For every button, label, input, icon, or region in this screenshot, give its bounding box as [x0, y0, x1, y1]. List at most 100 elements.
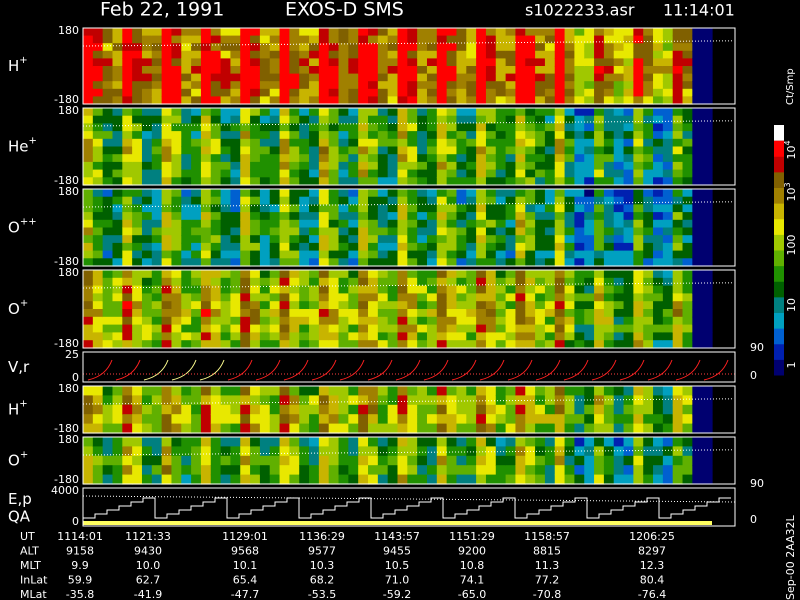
- spectrogram-cell: [515, 395, 526, 406]
- spectrogram-cell: [220, 88, 232, 97]
- spectrogram-cell: [279, 66, 290, 75]
- spectrogram-cell: [240, 270, 251, 279]
- spectrogram-cell: [476, 465, 487, 476]
- spectrogram-cell: [318, 474, 330, 485]
- spectrogram-cell: [456, 131, 467, 140]
- sawtooth: [535, 359, 561, 381]
- spectrogram-cell: [594, 115, 605, 124]
- spectrogram-cell: [92, 73, 104, 82]
- spectrogram-cell: [299, 242, 310, 252]
- spectrogram-cell: [672, 177, 684, 186]
- spectrogram-cell: [485, 161, 497, 171]
- spectrogram-cell: [328, 250, 340, 259]
- spectrogram-cell: [259, 108, 271, 117]
- spectrogram-cell: [368, 242, 379, 252]
- spectrogram-cell: [495, 423, 507, 434]
- spectrogram-cell: [505, 277, 517, 287]
- spectrogram-cell: [692, 324, 703, 333]
- spectrogram-cell: [633, 123, 644, 132]
- spectrogram-cell: [584, 414, 595, 425]
- spectrogram-cell: [181, 43, 192, 52]
- colorbar-exp: 3: [783, 182, 792, 187]
- spectrogram-cell: [250, 301, 261, 310]
- spectrogram-cell: [426, 474, 438, 485]
- spectrogram-cell: [92, 465, 104, 476]
- sawtooth: [619, 359, 645, 381]
- spectrogram-cell: [309, 324, 320, 333]
- spectrogram-cell: [682, 301, 693, 310]
- spectrogram-cell: [83, 131, 94, 140]
- spectrogram-cell: [417, 250, 428, 259]
- spectrogram-cell: [476, 146, 487, 155]
- spectrogram-cell: [702, 212, 713, 221]
- spectrogram-cell: [181, 455, 192, 466]
- spectrogram-cell: [318, 301, 330, 310]
- panel-frame: [82, 351, 736, 383]
- spectrogram-cell: [318, 43, 330, 52]
- spectrogram-cell: [623, 316, 634, 326]
- spectrogram-cell: [122, 88, 133, 97]
- spectrogram-cell: [485, 88, 497, 97]
- spectrogram-cell: [682, 324, 693, 333]
- spectrogram-cell: [643, 386, 654, 396]
- spectrogram-cell: [643, 66, 654, 75]
- spectrogram-cell: [338, 138, 349, 148]
- spectrogram-cell: [515, 35, 526, 44]
- spectrogram-cell: [662, 96, 674, 105]
- spectrogram-cell: [584, 138, 595, 148]
- spectrogram-cell: [358, 270, 369, 279]
- spectrogram-cell: [102, 455, 114, 466]
- spectrogram-cell: [682, 395, 693, 406]
- spectrogram-cell: [515, 219, 526, 229]
- spectrogram-cell: [535, 437, 546, 447]
- spectrogram-cell: [210, 66, 222, 75]
- spectrogram-cell: [476, 35, 487, 44]
- spectrogram-cell: [544, 73, 556, 82]
- spectrogram-cell: [613, 154, 625, 163]
- spectrogram-cell: [485, 270, 497, 279]
- spectrogram-cell: [476, 455, 487, 466]
- spectrogram-cell: [358, 177, 369, 186]
- spectrogram-cell: [525, 154, 536, 163]
- cell: 71.0: [385, 574, 410, 587]
- spectrogram-cell: [446, 235, 458, 244]
- spectrogram-cell: [171, 235, 182, 244]
- spectrogram-cell: [584, 219, 595, 229]
- spectrogram-cell: [544, 146, 556, 155]
- spectrogram-cell: [269, 242, 281, 252]
- spectrogram-cell: [505, 316, 517, 326]
- spectrogram-cell: [466, 212, 477, 221]
- spectrogram-cell: [672, 455, 684, 466]
- spectrogram-cell: [92, 169, 104, 178]
- spectrogram-cell: [161, 270, 173, 279]
- spectrogram-cell: [446, 293, 458, 302]
- spectrogram-cell: [83, 154, 94, 163]
- spectrogram-cell: [594, 108, 605, 117]
- spectrogram-cell: [446, 277, 458, 287]
- spectrogram-cell: [230, 277, 241, 287]
- spectrogram-cell: [338, 316, 349, 326]
- spectrogram-cell: [407, 81, 418, 90]
- spectrogram-cell: [417, 446, 428, 457]
- spectrogram-cell: [574, 204, 585, 213]
- spectrogram-cell: [230, 309, 241, 318]
- spectrogram-cell: [584, 258, 595, 267]
- spectrogram-cell: [387, 66, 399, 75]
- spectrogram-cell: [554, 386, 566, 396]
- spectrogram-cell: [505, 404, 517, 415]
- spectrogram-cell: [702, 242, 713, 252]
- panel-label: H+: [8, 399, 28, 419]
- spectrogram-cell: [466, 446, 477, 457]
- spectrogram-cell: [348, 66, 359, 75]
- spectrogram-cell: [653, 66, 664, 75]
- spectrogram-cell: [417, 66, 428, 75]
- spectrogram-cell: [250, 414, 261, 425]
- spectrogram-cell: [672, 250, 684, 259]
- spectrogram-cell: [485, 242, 497, 252]
- spectrogram-cell: [653, 332, 664, 341]
- spectrogram-cell: [417, 219, 428, 229]
- spectrogram-cell: [220, 138, 232, 148]
- spectrogram-cell: [83, 108, 94, 117]
- spectrogram-cell: [446, 35, 458, 44]
- spectrogram-cell: [309, 270, 320, 279]
